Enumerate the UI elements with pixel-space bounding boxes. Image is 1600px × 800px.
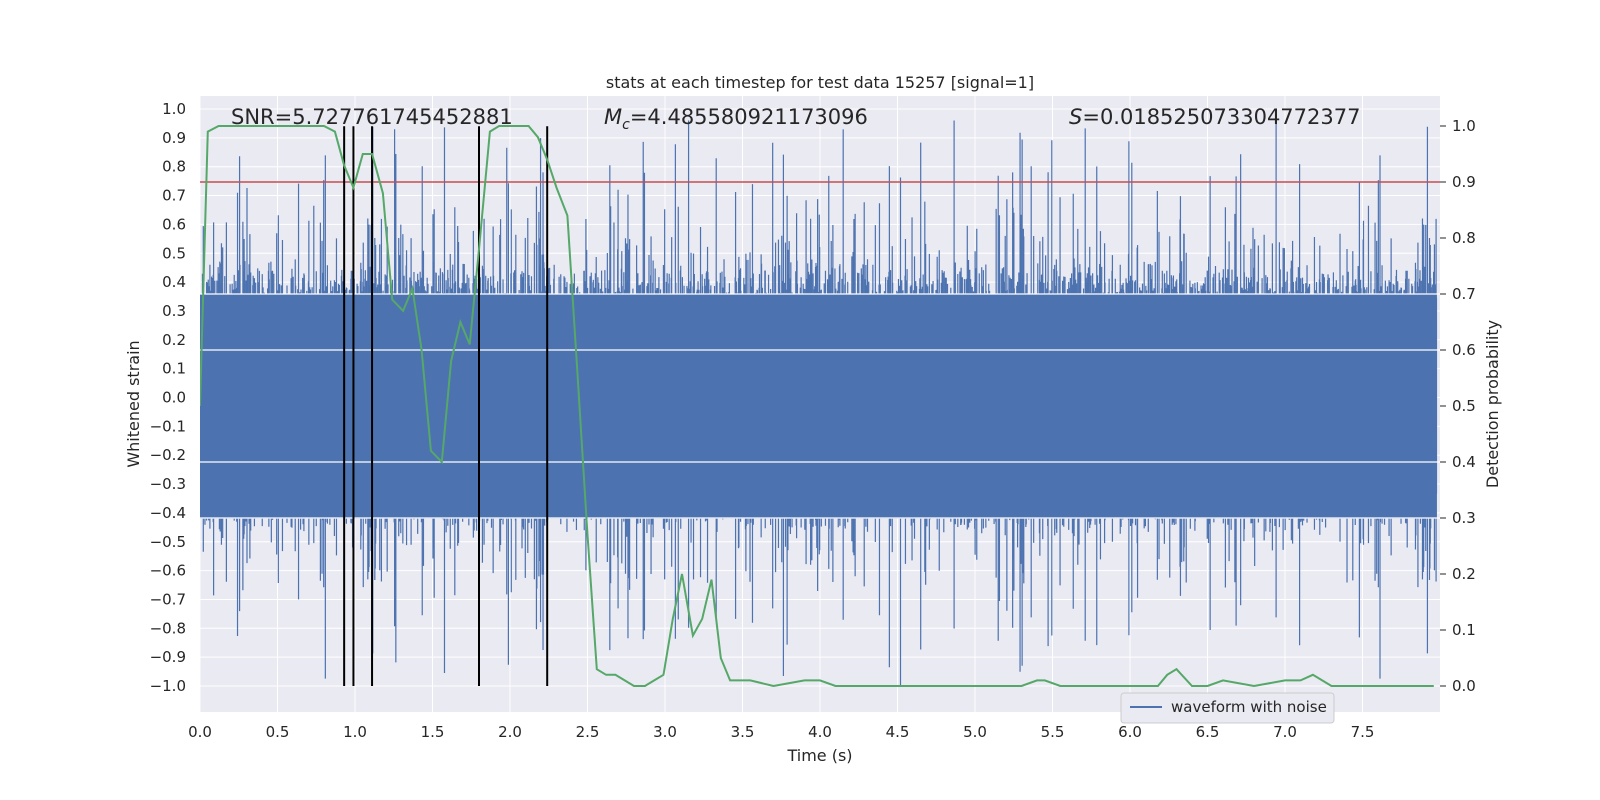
mc-subscript: c [622, 117, 630, 133]
mc-symbol: M [604, 105, 622, 129]
y-tick-label: 0.1 [162, 360, 186, 378]
waveform-core [200, 293, 1437, 519]
x-tick-label: 1.0 [343, 723, 367, 741]
y-tick-label: −0.5 [150, 533, 186, 551]
mc-value: =4.485580921173096 [630, 105, 868, 129]
y-tick-label: −0.8 [150, 619, 186, 637]
probability-line [200, 125, 1434, 688]
y2-tick-label: 0.3 [1452, 509, 1476, 527]
snr-annotation: SNR=5.727761745452881 [231, 105, 513, 129]
y2-tick-label: 0.5 [1452, 397, 1476, 415]
s-symbol: S [1069, 105, 1082, 129]
legend-label: waveform with noise [1171, 698, 1327, 716]
x-tick-label: 4.0 [808, 723, 832, 741]
y-tick-label: 0.9 [162, 129, 186, 147]
x-tick-label: 7.5 [1351, 723, 1375, 741]
s-value: =0.018525073304772377 [1082, 105, 1360, 129]
x-tick-label: 3.0 [653, 723, 677, 741]
y-tick-label: −1.0 [150, 677, 186, 695]
x-tick-label: 6.0 [1118, 723, 1142, 741]
y-tick-label: 1.0 [162, 100, 186, 118]
y-tick-label: −0.4 [150, 504, 186, 522]
y2-tick-label: 0.2 [1452, 565, 1476, 583]
y-tick-label: −0.2 [150, 446, 186, 464]
y2-axis-label: Detection probability [1483, 320, 1502, 488]
probability-series [200, 125, 1434, 688]
waveform-series [200, 120, 1438, 686]
y2-tick-label: 0.7 [1452, 285, 1476, 303]
y-tick-label: −0.9 [150, 648, 186, 666]
y-tick-label: 0.2 [162, 331, 186, 349]
y-tick-label: −0.1 [150, 417, 186, 435]
y-tick-label: 0.8 [162, 158, 186, 176]
y2-tick-label: 0.0 [1452, 677, 1476, 695]
y-tick-label: −0.6 [150, 562, 186, 580]
s-annotation: S=0.018525073304772377 [1069, 105, 1360, 129]
vertical-markers [343, 126, 549, 686]
y-tick-label: 0.3 [162, 302, 186, 320]
y-tick-label: 0.5 [162, 244, 186, 262]
y-tick-label: −0.3 [150, 475, 186, 493]
x-tick-label: 2.5 [576, 723, 600, 741]
x-tick-label: 2.0 [498, 723, 522, 741]
y2-tick-label: 0.1 [1452, 621, 1476, 639]
y2-axis-ticks: 1.0 0.9 0.8 0.7 0.6 0.5 0.4 0.3 0.2 0.1 0.0 [1440, 117, 1476, 695]
y-tick-label: 0.7 [162, 187, 186, 205]
x-tick-label: 6.5 [1196, 723, 1220, 741]
y-axis-label: Whitened strain [124, 340, 143, 467]
y2-tick-label: 0.6 [1452, 341, 1476, 359]
chart-title: stats at each timestep for test data 152… [606, 73, 1034, 92]
x-tick-label: 0.5 [266, 723, 290, 741]
x-tick-label: 3.5 [731, 723, 755, 741]
x-axis-ticks: 0.0 0.5 1.0 1.5 2.0 2.5 3.0 3.5 4.0 4.5 5.0 5.5 6.0 6… [188, 723, 1374, 741]
y2-tick-label: 0.9 [1452, 173, 1476, 191]
x-tick-label: 5.5 [1041, 723, 1065, 741]
x-axis-label: Time (s) [786, 746, 852, 765]
y-axis-ticks: 1.0 0.9 0.8 0.7 0.6 0.5 0.4 0.3 0.2 0.1 0.0 −0.1 −0.… [150, 100, 186, 695]
grid-overlay [200, 293, 1440, 519]
x-tick-label: 7.0 [1273, 723, 1297, 741]
y-tick-label: 0.4 [162, 273, 186, 291]
x-tick-label: 5.0 [963, 723, 987, 741]
y-tick-label: −0.7 [150, 590, 186, 608]
y2-tick-label: 0.8 [1452, 229, 1476, 247]
x-tick-label: 4.5 [886, 723, 910, 741]
y-tick-label: 0.6 [162, 215, 186, 233]
y2-tick-label: 0.4 [1452, 453, 1476, 471]
chirp-mass-annotation: Mc=4.485580921173096 [604, 105, 868, 133]
legend: waveform with noise [1120, 692, 1335, 724]
x-tick-label: 1.5 [421, 723, 445, 741]
x-tick-label: 0.0 [188, 723, 212, 741]
y2-tick-label: 1.0 [1452, 117, 1476, 135]
y-tick-label: 0.0 [162, 389, 186, 407]
legend-box [1120, 692, 1335, 724]
